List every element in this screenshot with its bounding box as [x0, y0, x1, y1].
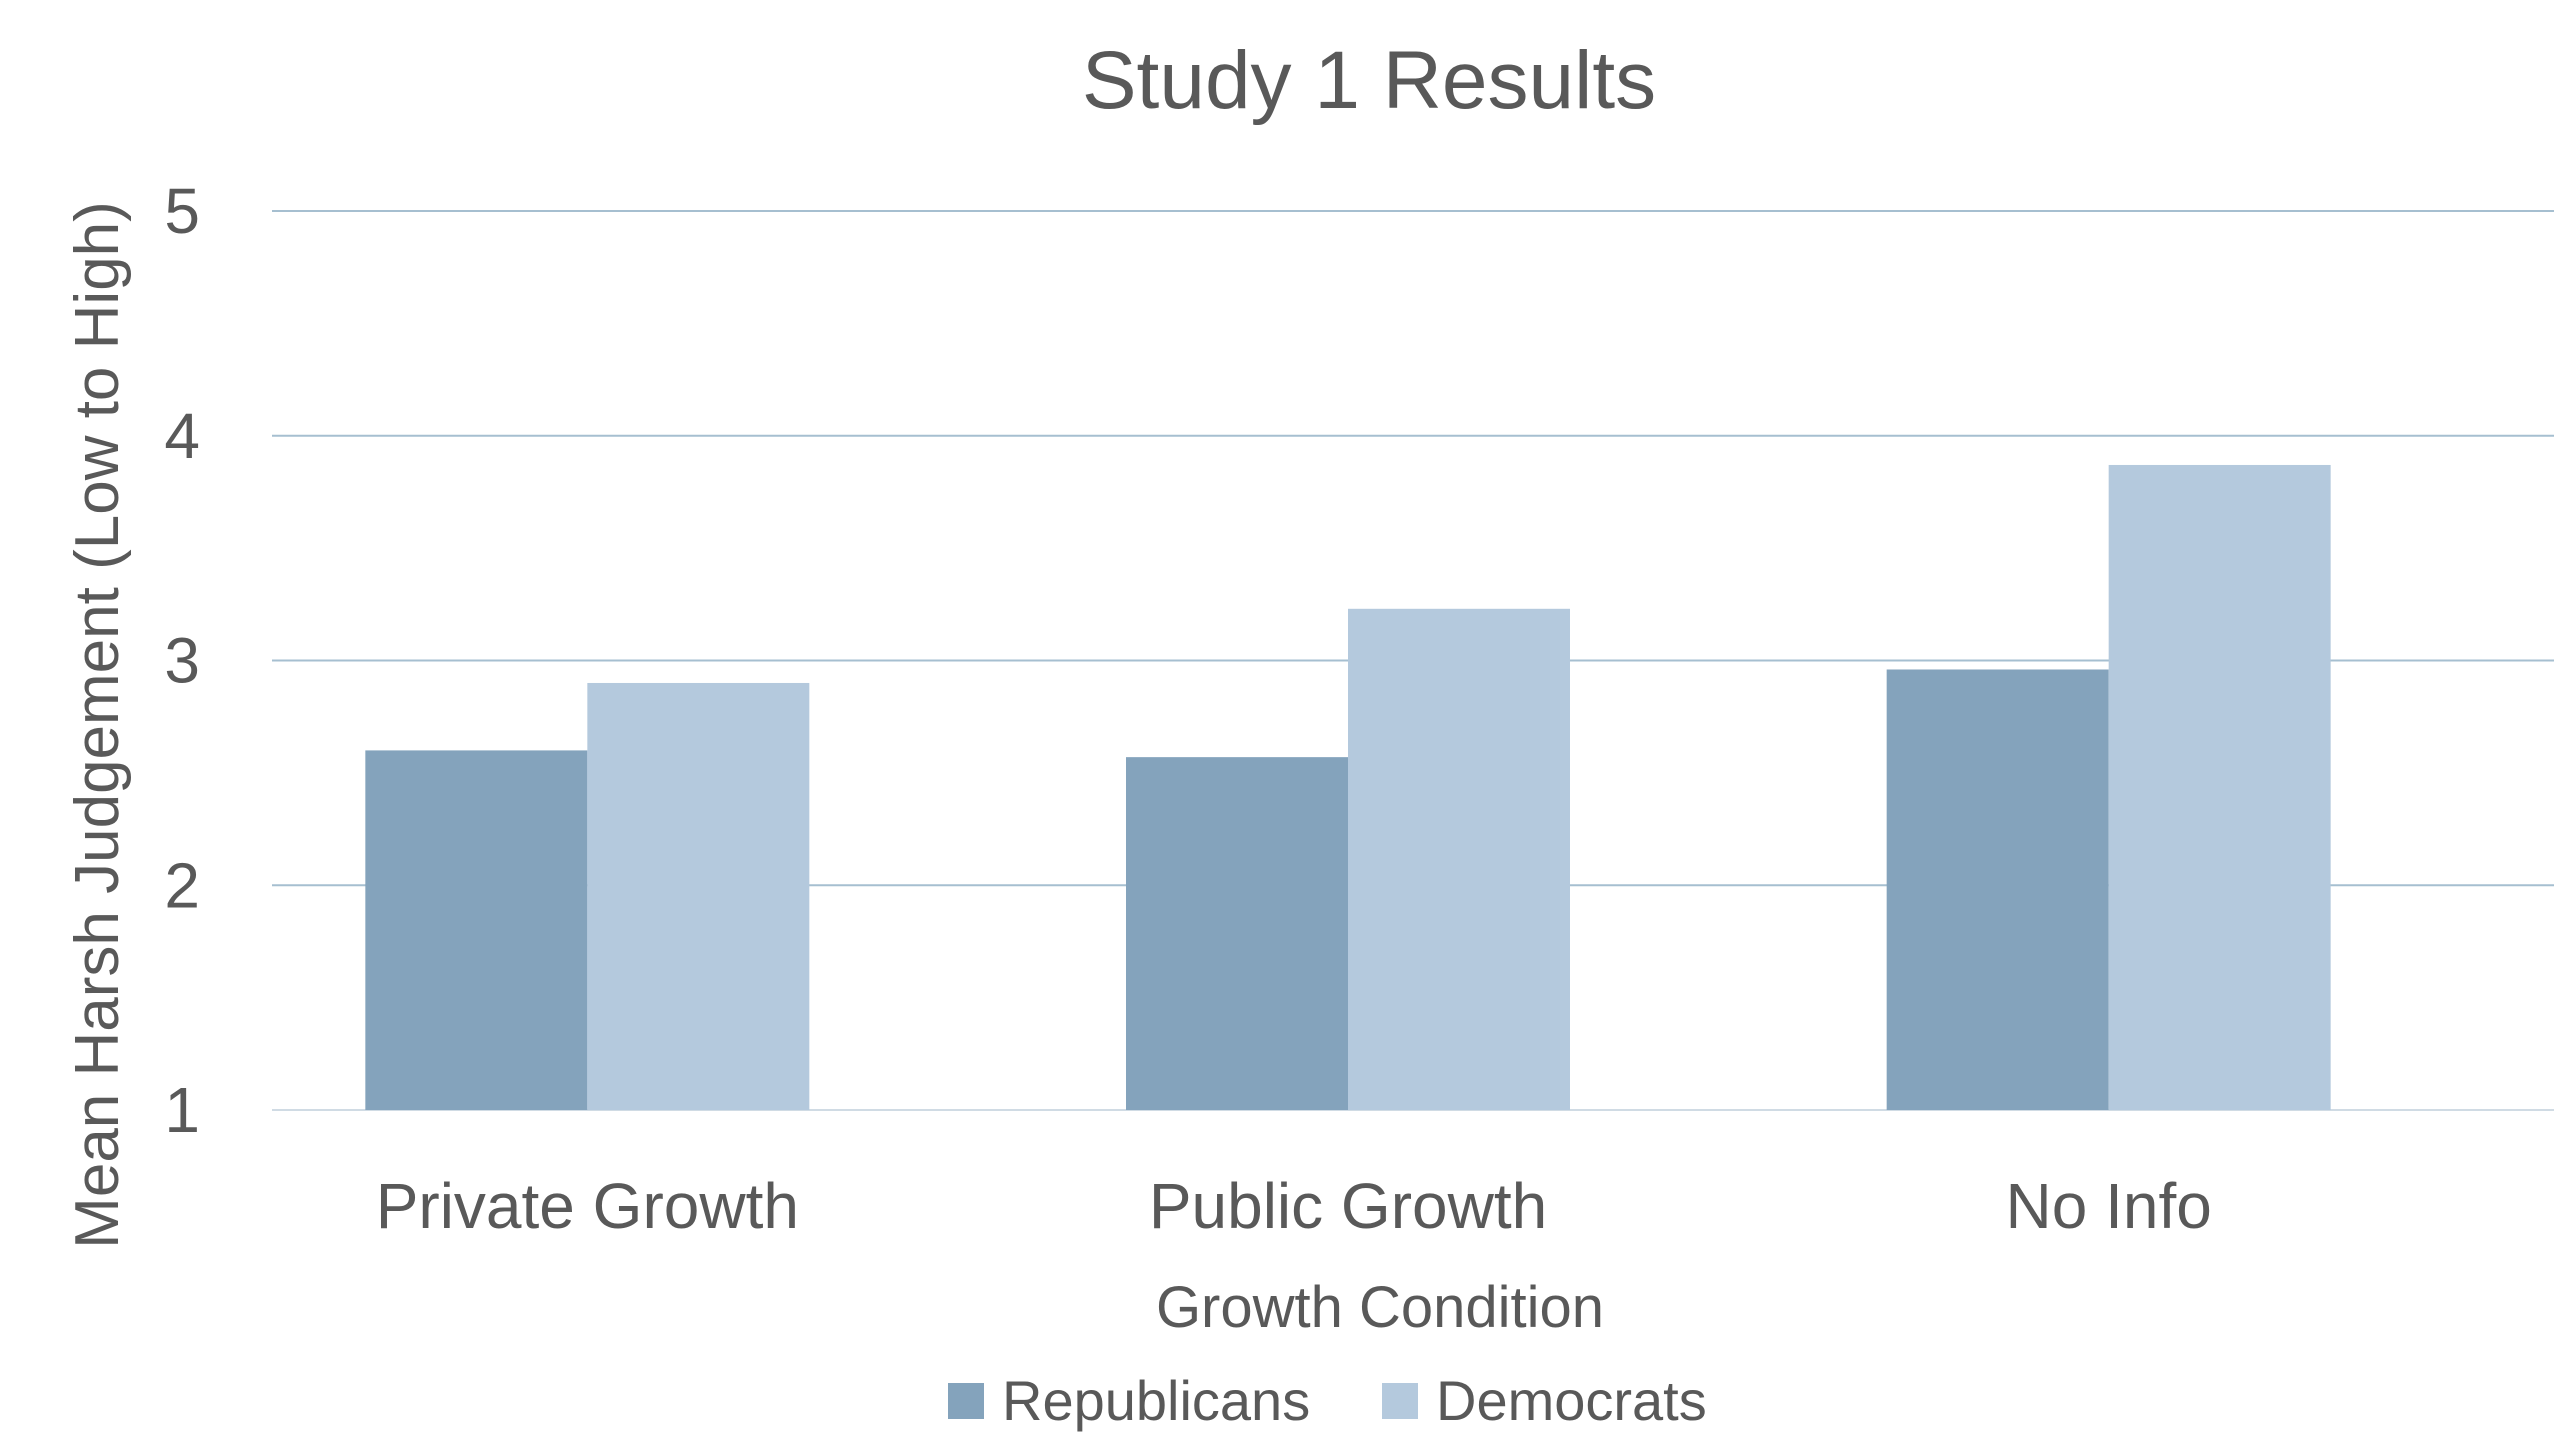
bar-democrats-2 [2108, 464, 2331, 1110]
bar-republicans-0 [365, 750, 588, 1110]
legend-swatch-democrats [1382, 1383, 1418, 1419]
legend: Republicans Democrats [948, 1369, 1707, 1432]
y-tick-label: 3 [164, 625, 200, 697]
x-tick-labels: Private Growth Public Growth No Info [376, 1170, 2212, 1242]
legend-swatch-republicans [948, 1383, 984, 1419]
y-tick-label: 1 [164, 1074, 200, 1146]
x-tick-label: Private Growth [376, 1170, 799, 1242]
legend-label-republicans: Republicans [1002, 1369, 1310, 1432]
y-tick-labels: 1 2 3 4 5 [164, 175, 200, 1146]
bar-democrats-1 [1348, 608, 1570, 1110]
y-tick-label: 5 [164, 175, 200, 247]
chart-title: Study 1 Results [1082, 35, 1656, 126]
bar-republicans-1 [1126, 757, 1348, 1110]
x-tick-label: No Info [2005, 1170, 2211, 1242]
legend-label-democrats: Democrats [1436, 1369, 1707, 1432]
y-tick-label: 2 [164, 849, 200, 921]
x-tick-label: Public Growth [1149, 1170, 1547, 1242]
x-axis-label: Growth Condition [1156, 1275, 1604, 1340]
bar-republicans-2 [1886, 669, 2109, 1110]
bars [365, 464, 2331, 1110]
y-tick-label: 4 [164, 400, 200, 472]
bar-democrats-0 [587, 682, 810, 1110]
y-axis-label: Mean Harsh Judgement (Low to High) [63, 201, 132, 1249]
